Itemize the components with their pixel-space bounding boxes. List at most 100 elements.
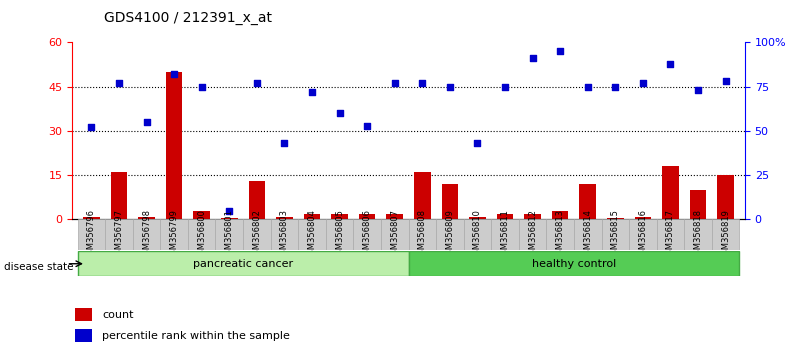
Text: GSM356809: GSM356809 bbox=[445, 209, 454, 260]
Text: GSM356797: GSM356797 bbox=[115, 209, 123, 260]
Bar bbox=[491, 219, 519, 250]
Point bbox=[113, 80, 126, 86]
Bar bbox=[634, 217, 651, 219]
Text: GSM356804: GSM356804 bbox=[308, 209, 316, 260]
Point bbox=[637, 80, 650, 86]
Text: GSM356813: GSM356813 bbox=[556, 209, 565, 260]
Point bbox=[719, 79, 732, 84]
Bar bbox=[359, 213, 376, 219]
Bar bbox=[221, 218, 238, 219]
Point bbox=[582, 84, 594, 90]
Bar bbox=[188, 219, 215, 250]
Bar bbox=[464, 219, 491, 250]
Point bbox=[444, 84, 457, 90]
Bar bbox=[271, 219, 298, 250]
Bar bbox=[326, 219, 353, 250]
Bar bbox=[414, 172, 431, 219]
Bar bbox=[78, 219, 105, 250]
Bar bbox=[243, 219, 271, 250]
Point bbox=[333, 110, 346, 116]
Point bbox=[553, 48, 566, 54]
Text: GSM356801: GSM356801 bbox=[225, 209, 234, 260]
Text: disease state: disease state bbox=[4, 262, 74, 272]
Bar bbox=[690, 190, 706, 219]
Bar bbox=[133, 219, 160, 250]
Bar bbox=[105, 219, 133, 250]
Bar bbox=[519, 219, 546, 250]
Text: GDS4100 / 212391_x_at: GDS4100 / 212391_x_at bbox=[104, 11, 272, 25]
Text: GSM356812: GSM356812 bbox=[528, 209, 537, 260]
Bar bbox=[78, 251, 409, 276]
Point bbox=[498, 84, 511, 90]
Text: percentile rank within the sample: percentile rank within the sample bbox=[103, 331, 290, 341]
Text: GSM356802: GSM356802 bbox=[252, 209, 261, 260]
Bar bbox=[602, 219, 629, 250]
Bar bbox=[304, 213, 320, 219]
Bar bbox=[166, 72, 183, 219]
Bar bbox=[248, 181, 265, 219]
Point bbox=[195, 84, 208, 90]
Bar bbox=[386, 213, 403, 219]
Text: GSM356817: GSM356817 bbox=[666, 209, 675, 260]
Bar bbox=[497, 213, 513, 219]
Point bbox=[306, 89, 319, 95]
Text: pancreatic cancer: pancreatic cancer bbox=[193, 259, 293, 269]
Point bbox=[251, 80, 264, 86]
Point bbox=[526, 56, 539, 61]
Text: GSM356799: GSM356799 bbox=[170, 209, 179, 260]
Bar bbox=[574, 219, 602, 250]
Bar bbox=[139, 217, 155, 219]
Text: GSM356811: GSM356811 bbox=[501, 209, 509, 260]
Bar bbox=[409, 251, 739, 276]
Bar bbox=[83, 217, 99, 219]
Text: GSM356815: GSM356815 bbox=[611, 209, 620, 260]
Point bbox=[471, 141, 484, 146]
Point bbox=[664, 61, 677, 67]
Point bbox=[167, 72, 180, 77]
Bar bbox=[436, 219, 464, 250]
Bar bbox=[160, 219, 188, 250]
Text: GSM356796: GSM356796 bbox=[87, 209, 96, 260]
Bar bbox=[441, 184, 458, 219]
Text: GSM356810: GSM356810 bbox=[473, 209, 482, 260]
Bar bbox=[712, 219, 739, 250]
Bar bbox=[276, 217, 292, 219]
Point bbox=[416, 80, 429, 86]
Text: healthy control: healthy control bbox=[532, 259, 616, 269]
Text: GSM356807: GSM356807 bbox=[390, 209, 399, 260]
Bar bbox=[75, 329, 92, 342]
Bar bbox=[409, 219, 436, 250]
Bar bbox=[298, 219, 326, 250]
Point bbox=[691, 87, 704, 93]
Bar bbox=[525, 213, 541, 219]
Text: count: count bbox=[103, 309, 134, 320]
Text: GSM356818: GSM356818 bbox=[694, 209, 702, 260]
Bar bbox=[657, 219, 684, 250]
Point bbox=[223, 208, 235, 213]
Bar bbox=[381, 219, 409, 250]
Bar bbox=[684, 219, 712, 250]
Point bbox=[278, 141, 291, 146]
Point bbox=[140, 119, 153, 125]
Bar bbox=[546, 219, 574, 250]
Point bbox=[360, 123, 373, 129]
Text: GSM356803: GSM356803 bbox=[280, 209, 289, 260]
Text: GSM356808: GSM356808 bbox=[418, 209, 427, 260]
Bar bbox=[111, 172, 127, 219]
Bar bbox=[75, 308, 92, 321]
Bar bbox=[552, 211, 569, 219]
Point bbox=[609, 84, 622, 90]
Bar bbox=[469, 217, 485, 219]
Bar bbox=[662, 166, 678, 219]
Text: GSM356798: GSM356798 bbox=[142, 209, 151, 260]
Text: GSM356800: GSM356800 bbox=[197, 209, 206, 260]
Bar bbox=[629, 219, 657, 250]
Point bbox=[85, 125, 98, 130]
Bar bbox=[193, 211, 210, 219]
Point bbox=[388, 80, 401, 86]
Text: GSM356806: GSM356806 bbox=[363, 209, 372, 260]
Bar bbox=[353, 219, 381, 250]
Bar bbox=[607, 218, 624, 219]
Text: GSM356814: GSM356814 bbox=[583, 209, 592, 260]
Text: GSM356805: GSM356805 bbox=[335, 209, 344, 260]
